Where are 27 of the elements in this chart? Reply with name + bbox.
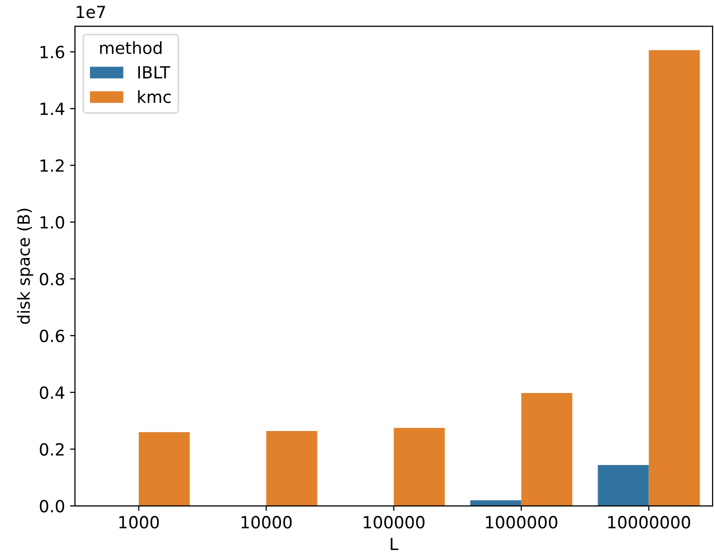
bar: [598, 465, 649, 506]
x-tick-label: 10000: [242, 516, 292, 529]
x-tick-label: 100000: [364, 516, 424, 529]
y-tick-label: 0.6: [40, 330, 64, 342]
bar: [394, 428, 445, 506]
y-tick-label: 1.2: [40, 159, 64, 172]
y-tick-label: 1.0: [40, 216, 64, 229]
y-tick-label: 0.8: [40, 272, 64, 286]
legend-label: IBLT: [138, 66, 170, 78]
text: 1e7: [76, 6, 106, 18]
y-axis-title: disk space (B): [17, 208, 34, 324]
y-tick-label: 0.0: [40, 500, 64, 512]
bar: [266, 430, 318, 506]
x-tick-label: 10000000: [608, 516, 690, 529]
bar: [521, 392, 572, 506]
y-tick-label: 1.6: [40, 46, 64, 58]
x-axis-title: L: [390, 538, 398, 550]
x-tick-label: 1000000: [486, 516, 558, 529]
x-tick-label: 1000: [119, 516, 159, 529]
legend-label: kmc: [138, 90, 171, 104]
bar: [648, 50, 700, 506]
y-tick-label: 0.4: [40, 386, 64, 399]
bar: [470, 500, 522, 506]
bar: [138, 432, 190, 506]
y-tick-label: 1.4: [40, 102, 64, 115]
legend-title: method: [100, 41, 162, 54]
y-tick-label: 0.2: [40, 443, 64, 456]
